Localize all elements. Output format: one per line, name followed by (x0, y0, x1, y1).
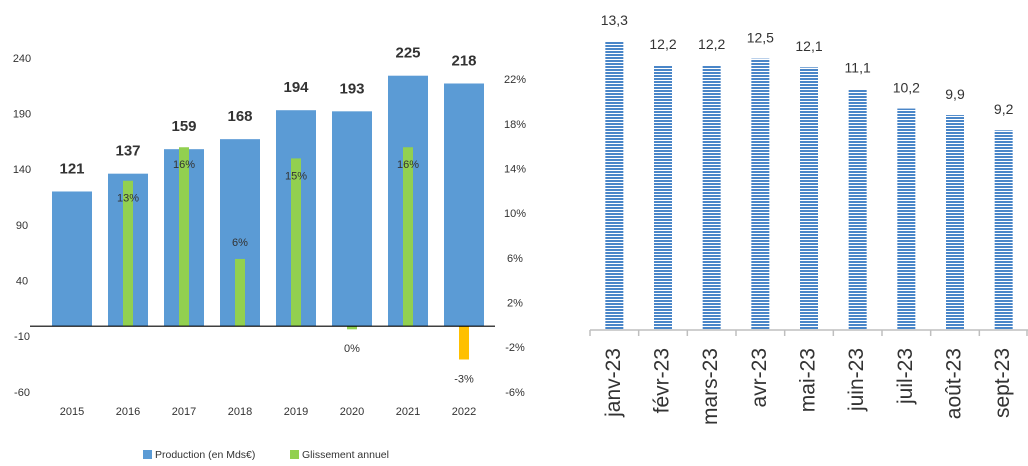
value-label: 12,2 (649, 36, 676, 52)
bar (897, 108, 916, 330)
y-tick-label: 90 (16, 220, 28, 232)
x-tick-label: juil-23 (894, 348, 917, 405)
x-tick-label: avr-23 (748, 348, 771, 408)
value-label: 194 (283, 79, 309, 96)
bar (179, 147, 189, 326)
x-tick-label: mars-23 (699, 348, 722, 425)
x-tick-label: 2015 (60, 406, 84, 418)
x-tick-label: 2018 (228, 406, 252, 418)
bar (800, 67, 818, 330)
bar (605, 41, 624, 330)
y2-tick-label: -2% (505, 342, 525, 354)
bar (444, 83, 484, 327)
x-tick-label: janv-23 (602, 348, 625, 418)
value-label: 159 (171, 118, 196, 135)
value-label: 137 (115, 143, 140, 160)
bar (347, 325, 357, 330)
value-label: 6% (232, 237, 248, 249)
value-label: 9,2 (994, 101, 1014, 117)
value-label: -3% (454, 373, 474, 385)
bar (459, 325, 469, 360)
y-tick-label: -10 (14, 331, 30, 343)
bar (848, 89, 867, 331)
y2-tick-label: 6% (507, 253, 523, 265)
legend-swatch (143, 450, 152, 459)
value-label: 11,1 (845, 60, 871, 76)
value-label: 12,2 (698, 36, 725, 52)
value-label: 13,3 (601, 12, 628, 28)
x-tick-label: févr-23 (651, 348, 674, 413)
bar (123, 180, 133, 326)
y2-tick-label: 18% (504, 119, 526, 131)
value-label: 16% (173, 159, 195, 171)
y2-tick-label: 2% (507, 298, 523, 310)
y-tick-label: 190 (13, 109, 31, 121)
bar (654, 65, 672, 330)
value-label: 9,9 (945, 86, 965, 102)
x-tick-label: 2020 (340, 406, 364, 418)
legend-label: Production (en Mds€) (155, 449, 255, 461)
y2-tick-label: 22% (504, 74, 526, 86)
value-label: 12,5 (747, 29, 774, 45)
x-tick-label: 2022 (452, 406, 476, 418)
bar (751, 58, 770, 331)
legend-swatch (290, 450, 299, 459)
y2-tick-label: -6% (505, 387, 525, 399)
y-tick-label: -60 (14, 387, 30, 399)
value-label: 15% (285, 170, 307, 182)
x-tick-label: mai-23 (797, 348, 820, 412)
bar (291, 158, 301, 326)
value-label: 0% (344, 343, 360, 355)
x-tick-label: sept-23 (991, 348, 1014, 418)
x-tick-label: 2017 (172, 406, 196, 418)
y-tick-label: 40 (16, 276, 28, 288)
value-label: 10,2 (893, 79, 920, 95)
value-label: 16% (397, 159, 419, 171)
value-label: 12,1 (795, 38, 822, 54)
value-label: 218 (451, 52, 476, 69)
y2-tick-label: 10% (504, 208, 526, 220)
value-label: 13% (117, 193, 139, 205)
y-tick-label: 240 (13, 53, 31, 65)
legend-label: Glissement annuel (302, 449, 389, 461)
bar (946, 115, 964, 330)
x-tick-label: août-23 (943, 348, 966, 419)
y2-tick-label: 14% (504, 163, 526, 175)
x-tick-label: juin-23 (845, 348, 868, 412)
value-label: 225 (395, 45, 420, 62)
y-tick-label: 140 (13, 164, 31, 176)
bar (702, 65, 721, 330)
bar (403, 147, 413, 326)
x-tick-label: 2021 (396, 406, 420, 418)
x-tick-label: 2016 (116, 406, 140, 418)
value-label: 193 (339, 80, 364, 97)
bar (235, 258, 245, 326)
value-label: 121 (59, 160, 84, 177)
bar (52, 191, 92, 327)
value-label: 168 (227, 108, 252, 125)
x-tick-label: 2019 (284, 406, 308, 418)
bar (332, 111, 372, 327)
bar (994, 130, 1013, 330)
